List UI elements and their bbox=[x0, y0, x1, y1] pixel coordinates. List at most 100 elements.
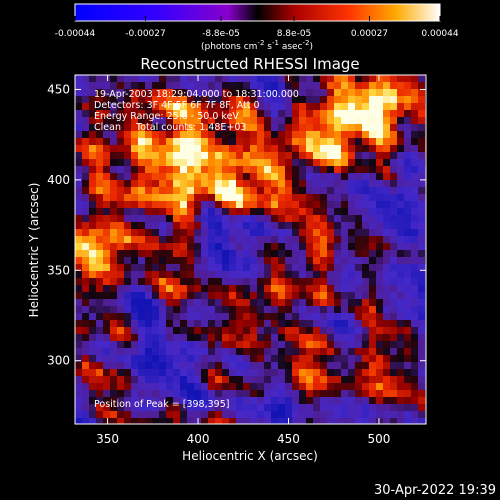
heatmap-cell bbox=[173, 306, 181, 314]
heatmap-cell bbox=[187, 327, 195, 335]
heatmap-cell bbox=[187, 145, 195, 153]
heatmap-cell bbox=[159, 334, 167, 342]
heatmap-cell bbox=[215, 222, 223, 230]
heatmap-cell bbox=[166, 271, 174, 279]
heatmap-cell bbox=[166, 173, 174, 181]
heatmap-cell bbox=[166, 376, 174, 384]
heatmap-cell bbox=[278, 173, 286, 181]
heatmap-cell bbox=[271, 215, 279, 223]
heatmap-cell bbox=[306, 257, 314, 265]
heatmap-cell bbox=[355, 327, 363, 335]
heatmap-cell bbox=[117, 110, 125, 118]
heatmap-cell bbox=[243, 229, 251, 237]
heatmap-cell bbox=[208, 103, 216, 111]
heatmap-cell bbox=[320, 159, 328, 167]
heatmap-cell bbox=[418, 103, 426, 111]
heatmap-cell bbox=[390, 250, 398, 258]
heatmap-cell bbox=[110, 390, 118, 398]
heatmap-cell bbox=[341, 208, 349, 216]
heatmap-cell bbox=[278, 271, 286, 279]
heatmap-cell bbox=[222, 397, 230, 405]
heatmap-cell bbox=[194, 257, 202, 265]
heatmap-cell bbox=[341, 264, 349, 272]
heatmap-cell bbox=[271, 355, 279, 363]
heatmap-cell bbox=[411, 222, 419, 230]
heatmap-cell bbox=[376, 89, 384, 97]
heatmap-cell bbox=[383, 222, 391, 230]
heatmap-cell bbox=[229, 89, 237, 97]
heatmap-cell bbox=[390, 348, 398, 356]
heatmap-cell bbox=[208, 306, 216, 314]
heatmap-cell bbox=[292, 173, 300, 181]
heatmap-cell bbox=[117, 313, 125, 321]
heatmap-cell bbox=[194, 264, 202, 272]
heatmap-cell bbox=[257, 222, 265, 230]
heatmap-cell bbox=[292, 257, 300, 265]
heatmap-cell bbox=[369, 285, 377, 293]
heatmap-cell bbox=[397, 208, 405, 216]
heatmap-cell bbox=[110, 418, 118, 424]
heatmap-cell bbox=[341, 285, 349, 293]
heatmap-cell bbox=[250, 306, 258, 314]
heatmap-cell bbox=[418, 180, 426, 188]
heatmap-cell bbox=[404, 159, 412, 167]
heatmap-cell bbox=[215, 145, 223, 153]
heatmap-cell bbox=[306, 299, 314, 307]
heatmap-cell bbox=[299, 138, 307, 146]
heatmap-cell bbox=[180, 334, 188, 342]
heatmap-cell bbox=[362, 236, 370, 244]
heatmap-cell bbox=[285, 208, 293, 216]
heatmap-cell bbox=[348, 271, 356, 279]
heatmap-cell bbox=[285, 117, 293, 125]
heatmap-cell bbox=[194, 404, 202, 412]
heatmap-cell bbox=[187, 110, 195, 118]
heatmap-cell bbox=[222, 404, 230, 412]
heatmap-cell bbox=[159, 250, 167, 258]
heatmap-cell bbox=[327, 271, 335, 279]
heatmap-cell bbox=[166, 96, 174, 104]
heatmap-cell bbox=[334, 110, 342, 118]
heatmap-cell bbox=[306, 201, 314, 209]
heatmap-cell bbox=[250, 341, 258, 349]
heatmap-cell bbox=[131, 418, 139, 424]
heatmap-cell bbox=[187, 299, 195, 307]
heatmap-cell bbox=[243, 411, 251, 419]
heatmap-cell bbox=[348, 82, 356, 90]
heatmap-cell bbox=[89, 278, 97, 286]
heatmap-cell bbox=[159, 222, 167, 230]
heatmap-cell bbox=[166, 201, 174, 209]
heatmap-cell bbox=[306, 180, 314, 188]
heatmap-cell bbox=[278, 96, 286, 104]
heatmap-cell bbox=[131, 306, 139, 314]
heatmap-cell bbox=[173, 355, 181, 363]
heatmap-cell bbox=[103, 75, 111, 83]
heatmap-cell bbox=[250, 201, 258, 209]
heatmap-cell bbox=[334, 355, 342, 363]
heatmap-cell bbox=[89, 292, 97, 300]
heatmap-cell bbox=[411, 75, 419, 83]
heatmap-cell bbox=[362, 383, 370, 391]
heatmap-cell bbox=[166, 82, 174, 90]
heatmap-cell bbox=[313, 145, 321, 153]
heatmap-cell bbox=[376, 278, 384, 286]
heatmap-cell bbox=[334, 411, 342, 419]
heatmap-cell bbox=[187, 117, 195, 125]
heatmap-cell bbox=[348, 110, 356, 118]
heatmap-cell bbox=[264, 250, 272, 258]
heatmap-cell bbox=[82, 194, 90, 202]
heatmap-cell bbox=[320, 313, 328, 321]
heatmap-cell bbox=[306, 320, 314, 328]
heatmap-cell bbox=[166, 89, 174, 97]
heatmap-cell bbox=[236, 250, 244, 258]
heatmap-cell bbox=[320, 180, 328, 188]
heatmap-cell bbox=[152, 138, 160, 146]
heatmap-cell bbox=[397, 117, 405, 125]
heatmap-cell bbox=[313, 201, 321, 209]
heatmap-cell bbox=[383, 173, 391, 181]
heatmap-cell bbox=[271, 390, 279, 398]
heatmap-cell bbox=[334, 292, 342, 300]
heatmap-cell bbox=[173, 229, 181, 237]
heatmap-cell bbox=[103, 292, 111, 300]
heatmap-cell bbox=[411, 264, 419, 272]
heatmap-cell bbox=[222, 194, 230, 202]
